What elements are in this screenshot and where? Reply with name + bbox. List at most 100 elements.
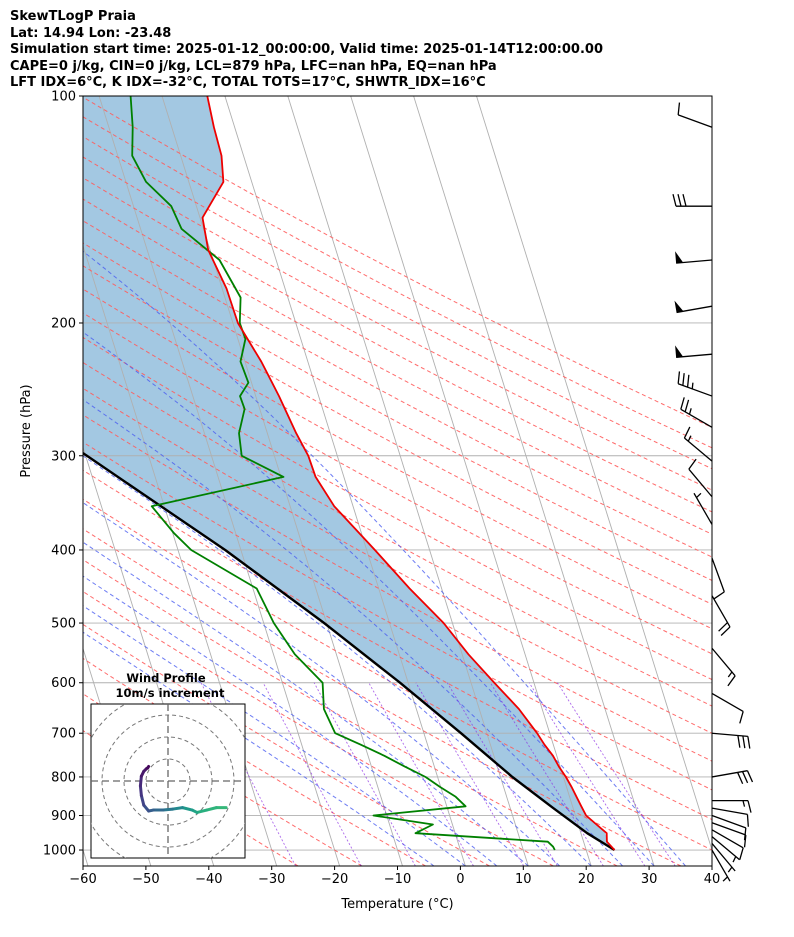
barb-full [677, 371, 681, 384]
barb-half [722, 876, 728, 882]
hodograph-subtitle: 10m/s increment [116, 686, 225, 700]
barb-staff [684, 437, 713, 462]
x-tick-label: −20 [321, 872, 348, 887]
barb-full [741, 771, 749, 784]
x-tick-label: −30 [258, 872, 285, 887]
x-tick-label: 40 [704, 872, 721, 887]
barb-staff [676, 305, 713, 314]
barb-full [746, 770, 754, 783]
moist-adiabat-line [83, 455, 592, 866]
mixing-ratio-line [528, 682, 646, 866]
cape-shaded-area [83, 96, 615, 850]
barb-staff [711, 836, 740, 861]
dry-adiabat-line [83, 96, 712, 428]
dry-adiabat-line [83, 498, 712, 851]
barb-half [691, 382, 694, 389]
wind-barb [711, 822, 747, 848]
header-block: SkewTLogP Praia Lat: 14.94 Lon: -23.48 S… [10, 9, 603, 92]
x-tick-label: −10 [384, 872, 411, 887]
barb-full [682, 373, 685, 386]
barb-staff [677, 114, 713, 128]
barb-staff [711, 557, 725, 593]
hodograph-segment [146, 764, 151, 770]
mixing-ratio-line [313, 682, 416, 866]
y-tick-label: 400 [51, 543, 76, 558]
wind-barb [711, 595, 731, 636]
isotherm-line [287, 96, 529, 866]
dry-adiabat-line [83, 288, 712, 630]
wind-barb [688, 458, 713, 498]
wind-barb [711, 836, 740, 863]
barb-half [727, 866, 733, 873]
location-text: Lat: 14.94 Lon: -23.48 [10, 25, 172, 41]
barb-full [682, 194, 687, 207]
barb-half [696, 492, 702, 499]
hodograph-title: Wind Profile [126, 671, 206, 685]
y-tick-label: 300 [51, 449, 76, 464]
hodograph-segment [139, 794, 146, 807]
wind-barb [711, 849, 731, 882]
y-tick-label: 500 [51, 617, 76, 632]
mixing-ratio-line [490, 682, 604, 866]
dry-adiabat-line [83, 136, 712, 470]
wind-barb [711, 692, 744, 724]
mixing-ratio-line [415, 682, 525, 866]
barb-staff [676, 353, 713, 358]
hodograph-segment [138, 784, 143, 798]
wind-barb [693, 492, 713, 525]
moist-adiabat-line [83, 502, 561, 866]
wind-barb [680, 397, 713, 428]
dry-adiabat-line [83, 387, 712, 734]
barb-staff [711, 814, 747, 829]
hodograph-content [91, 704, 245, 858]
barb-full [684, 399, 690, 412]
barb-flag [675, 251, 684, 264]
wind-barb [711, 814, 747, 841]
barb-full [739, 711, 744, 724]
cape-shading-layer [83, 96, 615, 850]
isotherm-line [476, 96, 712, 852]
isotherm-line [224, 96, 466, 866]
x-tick-label: −60 [69, 872, 96, 887]
y-tick-label: 900 [51, 809, 76, 824]
time-text: Simulation start time: 2025-01-12_00:00:… [10, 42, 603, 57]
axes-layer: −60 −50 −40 −30 −20 −10 0 10 20 30 40 100 200 300 400 5… [19, 90, 720, 913]
barb-half [688, 408, 692, 415]
mixing-ratio-line [262, 682, 362, 866]
y-axis-label: Pressure (hPa) [19, 384, 34, 477]
dry-adiabat-line [83, 528, 682, 866]
x-axis-label: Temperature (°C) [340, 897, 453, 912]
x-tick-label: 30 [641, 872, 658, 887]
dry-adiabat-line [83, 198, 712, 535]
barb-half [727, 671, 733, 678]
isotherm-line [0, 96, 25, 866]
y-tick-label: 100 [51, 90, 76, 105]
wind-barb [711, 829, 744, 860]
y-tick-label: 700 [51, 727, 76, 742]
x-tick-label: 0 [456, 872, 464, 887]
dry-adiabat-line [83, 312, 712, 655]
isotherm-line [98, 96, 341, 866]
barb-staff [711, 647, 736, 677]
wind-barb [711, 647, 736, 687]
barb-full [747, 736, 751, 749]
dry-adiabat-line [83, 441, 712, 791]
barb-staff [711, 822, 747, 836]
moist-adiabat-line [83, 541, 529, 866]
parcel-path-line [83, 451, 616, 852]
hodograph-segment [181, 806, 194, 812]
wind-barb [683, 426, 713, 462]
barb-staff [711, 732, 748, 738]
dewpoint-profile-line [129, 96, 556, 851]
barb-staff [711, 807, 748, 816]
temperature-profile-line [201, 96, 616, 851]
moist-adiabat-line [83, 631, 435, 866]
barb-full [713, 591, 725, 600]
moist-adiabat-line [83, 250, 686, 866]
wind-barb [677, 102, 713, 128]
barb-full [737, 735, 741, 748]
hodograph-segment [205, 806, 218, 812]
chart-title: SkewTLogP Praia [10, 9, 136, 24]
wind-barb [677, 371, 713, 397]
moist-adiabat-line [83, 331, 655, 866]
